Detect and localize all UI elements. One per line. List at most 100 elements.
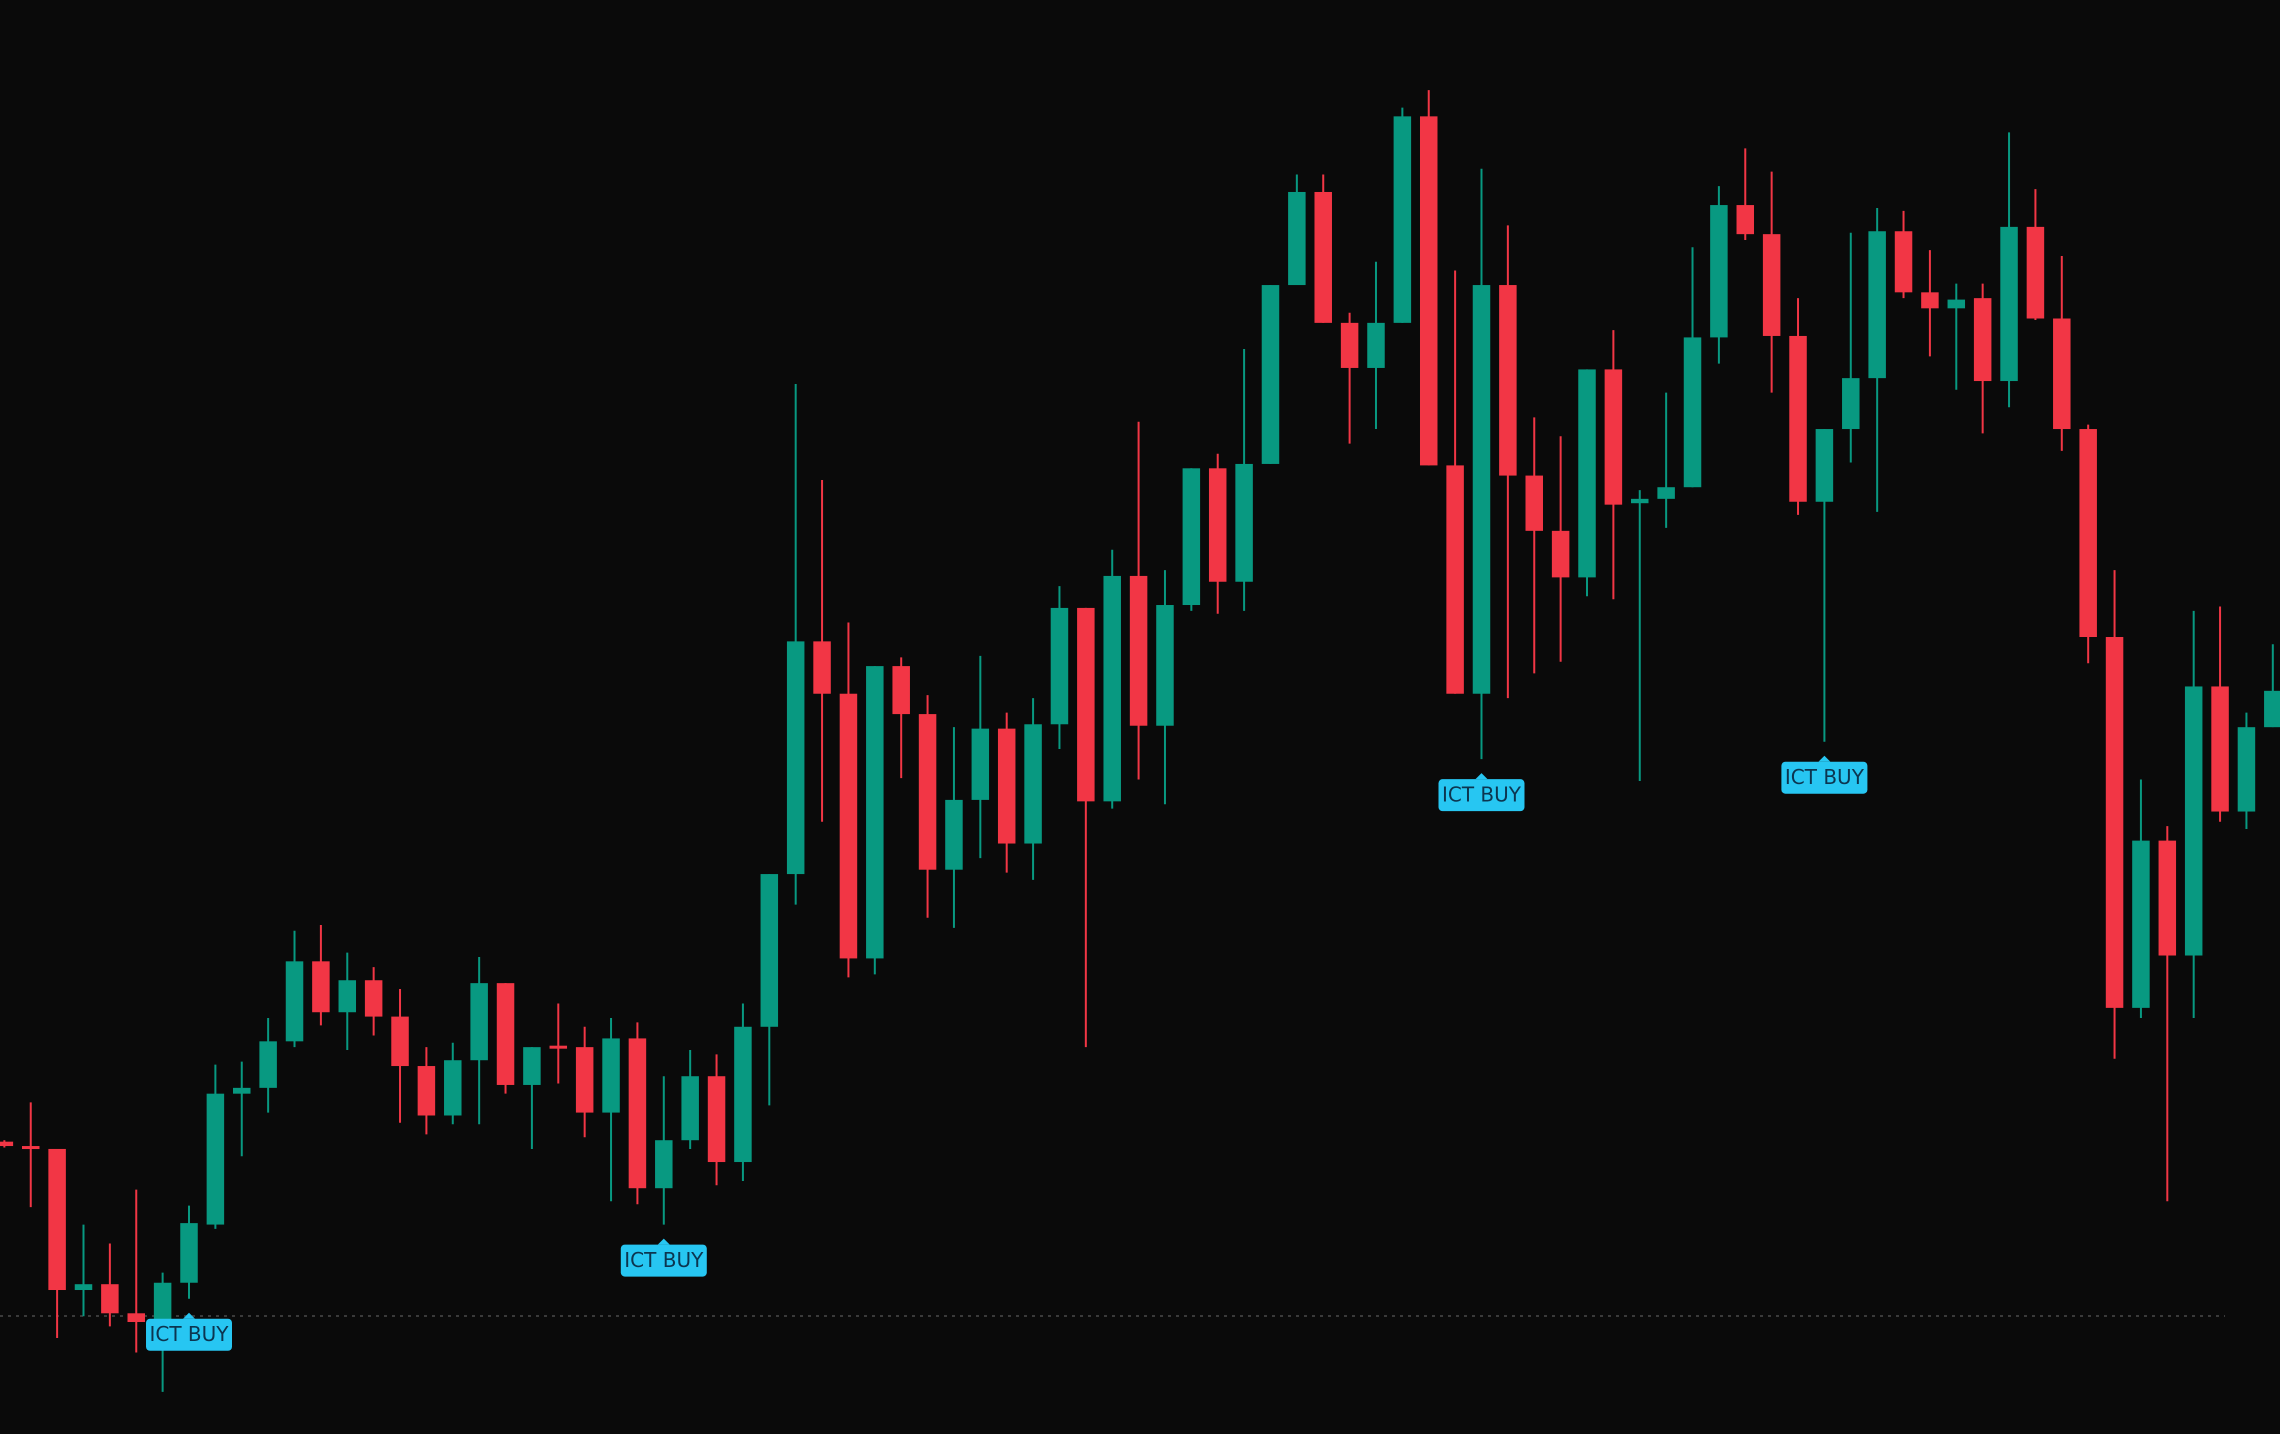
candle-body bbox=[1208, 468, 1227, 582]
candle-body bbox=[602, 1038, 620, 1113]
candle-body bbox=[444, 1060, 462, 1116]
annotation-box bbox=[620, 1244, 707, 1277]
candle-body bbox=[1578, 369, 1596, 578]
candle-body bbox=[1235, 463, 1253, 582]
candle-body bbox=[839, 693, 858, 959]
annotation-pointer bbox=[657, 1238, 670, 1245]
annotation-pointer bbox=[1475, 773, 1488, 780]
candle-body bbox=[338, 980, 357, 1013]
candle-body bbox=[74, 1284, 93, 1291]
candle-body bbox=[364, 980, 383, 1017]
candle-body bbox=[2026, 226, 2045, 319]
candle-body bbox=[971, 728, 990, 800]
candle-body bbox=[391, 1016, 409, 1067]
candle-body bbox=[1973, 298, 1992, 382]
candle-body bbox=[1156, 605, 1174, 726]
candle-body bbox=[707, 1076, 726, 1163]
candle-body bbox=[127, 1313, 145, 1323]
candle-body bbox=[1340, 322, 1359, 368]
candle-body bbox=[2264, 690, 2280, 728]
candle-body bbox=[523, 1047, 541, 1085]
candle-body bbox=[2079, 429, 2097, 638]
candle-body bbox=[2000, 226, 2018, 382]
candle-body bbox=[918, 714, 937, 870]
candle-body bbox=[153, 1282, 172, 1323]
annotation-box bbox=[1781, 761, 1868, 794]
candle-body bbox=[1604, 369, 1623, 505]
annotation-label: ICT BUY bbox=[1442, 783, 1522, 807]
candle-body bbox=[1789, 335, 1807, 502]
candle-body bbox=[734, 1026, 752, 1163]
candle-body bbox=[233, 1087, 251, 1094]
candle-body bbox=[48, 1148, 66, 1291]
candle-body bbox=[1894, 231, 1913, 293]
annotation-pointer bbox=[1818, 755, 1831, 762]
candle-body bbox=[1551, 530, 1570, 578]
candle-body bbox=[1261, 285, 1280, 464]
candle-body bbox=[1631, 498, 1649, 504]
candle-body bbox=[21, 1146, 40, 1150]
candle-body bbox=[180, 1223, 198, 1283]
candle-body bbox=[681, 1076, 699, 1141]
candle-body bbox=[575, 1047, 594, 1113]
candle-body bbox=[2158, 840, 2177, 956]
candle-body bbox=[997, 728, 1016, 844]
candle-body bbox=[1525, 475, 1543, 531]
candle-body bbox=[1077, 607, 1095, 802]
candle-body bbox=[2105, 637, 2124, 1008]
annotation-label: ICT BUY bbox=[624, 1248, 704, 1272]
candle-body bbox=[1393, 116, 1412, 323]
candle-body bbox=[1921, 292, 1939, 309]
candle-body bbox=[1815, 429, 1834, 502]
candle-body bbox=[1947, 299, 1966, 309]
candle-body bbox=[1683, 337, 1702, 488]
candle-body bbox=[496, 983, 515, 1085]
candle-body bbox=[470, 983, 488, 1061]
candle-body bbox=[655, 1140, 673, 1189]
candle-body bbox=[2053, 318, 2071, 430]
candle-body bbox=[1314, 191, 1332, 323]
candle-body bbox=[1367, 322, 1385, 368]
candle-body bbox=[2211, 686, 2229, 812]
candle-body bbox=[1182, 468, 1201, 606]
candle-body bbox=[760, 874, 779, 1027]
annotation-pointer bbox=[183, 1312, 196, 1319]
annotation-box bbox=[146, 1318, 233, 1351]
candle-body bbox=[945, 799, 963, 870]
candle-body bbox=[549, 1045, 568, 1049]
candle-body bbox=[892, 666, 910, 715]
candle-body bbox=[628, 1038, 647, 1189]
annotation-label: ICT BUY bbox=[1785, 765, 1865, 789]
candle-body bbox=[786, 641, 805, 875]
candle-body bbox=[1419, 116, 1438, 466]
candle-body bbox=[2184, 686, 2203, 956]
annotation-box bbox=[1438, 779, 1525, 812]
candle-body bbox=[1050, 607, 1069, 725]
candle-body bbox=[1103, 575, 1121, 802]
candle-body bbox=[1129, 575, 1148, 726]
candle-body bbox=[417, 1066, 436, 1116]
candle-body bbox=[1499, 285, 1517, 476]
candle-body bbox=[813, 641, 831, 694]
candle-body bbox=[1842, 378, 1860, 430]
candle-body bbox=[1762, 234, 1781, 336]
candle-body bbox=[101, 1284, 119, 1314]
candle-body bbox=[1868, 231, 1886, 379]
candle-body bbox=[2132, 840, 2150, 1008]
candle-body bbox=[206, 1093, 225, 1225]
candle-body bbox=[0, 1141, 14, 1147]
candle-body bbox=[259, 1041, 277, 1088]
candle-body bbox=[312, 961, 330, 1013]
annotation-label: ICT BUY bbox=[149, 1322, 229, 1346]
candle-body bbox=[285, 961, 304, 1042]
candle-body bbox=[2237, 727, 2256, 812]
candle-body bbox=[1657, 487, 1675, 499]
candle-body bbox=[866, 666, 884, 959]
candle-body bbox=[1736, 205, 1755, 235]
candle-body bbox=[1024, 724, 1042, 844]
candle-body bbox=[1472, 285, 1491, 694]
candle-body bbox=[1710, 205, 1728, 338]
candle-body bbox=[1288, 191, 1306, 286]
